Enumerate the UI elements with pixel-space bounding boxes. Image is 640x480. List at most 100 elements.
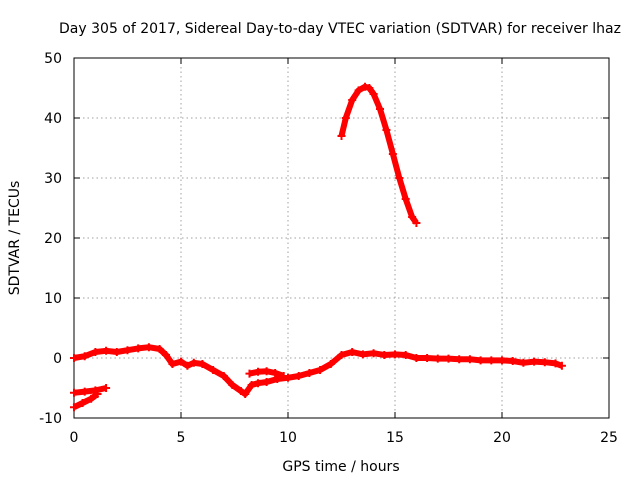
y-tick-label: 50 bbox=[44, 51, 62, 67]
data-point bbox=[80, 352, 89, 361]
x-tick-label: 10 bbox=[279, 430, 297, 446]
series-line-arc bbox=[338, 83, 419, 225]
data-point bbox=[326, 360, 335, 368]
data-point bbox=[382, 126, 391, 134]
y-tick-label: 0 bbox=[53, 351, 62, 367]
ticks-layer: 0 5 10 15 20 25 -10 0 10 20 30 40 50 bbox=[39, 51, 618, 446]
data-point bbox=[423, 354, 432, 362]
data-point bbox=[70, 354, 78, 362]
data-point bbox=[189, 358, 198, 367]
data-point bbox=[365, 84, 374, 92]
data-point bbox=[337, 351, 346, 359]
y-axis-label: SDTVAR / TECUs bbox=[7, 181, 23, 296]
data-point bbox=[245, 369, 254, 378]
data-point bbox=[262, 378, 271, 386]
data-point bbox=[401, 351, 410, 359]
data-point bbox=[519, 358, 528, 367]
data-point bbox=[87, 394, 96, 403]
data-point bbox=[305, 369, 314, 377]
data-point bbox=[348, 96, 357, 104]
data-point bbox=[102, 346, 111, 355]
y-tick-label: -10 bbox=[39, 411, 62, 427]
x-axis-label: GPS time / hours bbox=[282, 459, 399, 475]
data-point bbox=[391, 350, 399, 359]
data-point bbox=[465, 355, 474, 364]
data-point bbox=[102, 384, 111, 392]
series-line-early-low bbox=[73, 385, 107, 396]
data-point bbox=[93, 390, 102, 398]
data-point bbox=[388, 150, 397, 158]
x-tick-label: 20 bbox=[493, 430, 511, 446]
grid-layer bbox=[74, 58, 609, 418]
plot-frame bbox=[73, 57, 610, 419]
data-point bbox=[144, 343, 153, 352]
data-point bbox=[433, 354, 442, 363]
data-point bbox=[341, 114, 350, 122]
data-point bbox=[271, 369, 280, 377]
data-point bbox=[361, 82, 370, 91]
data-point bbox=[70, 388, 78, 397]
data-point bbox=[498, 356, 506, 365]
data-point bbox=[70, 403, 78, 412]
data-point bbox=[168, 360, 177, 368]
x-tick-label: 15 bbox=[386, 430, 404, 446]
x-tick-label: 25 bbox=[600, 430, 618, 446]
data-point bbox=[316, 366, 325, 374]
data-point bbox=[279, 372, 288, 380]
y-tick-label: 20 bbox=[44, 231, 62, 247]
data-point bbox=[444, 354, 453, 363]
y-tick-label: 30 bbox=[44, 171, 62, 187]
data-point bbox=[241, 390, 250, 398]
series-layer bbox=[70, 82, 566, 412]
x-tick-label: 5 bbox=[177, 430, 186, 446]
data-point bbox=[369, 90, 378, 98]
data-point bbox=[236, 387, 245, 395]
chart-title: Day 305 of 2017, Sidereal Day-to-day VTE… bbox=[59, 21, 621, 37]
data-point bbox=[219, 372, 228, 380]
data-point bbox=[395, 174, 404, 182]
data-point bbox=[254, 379, 263, 388]
data-point bbox=[183, 361, 192, 370]
data-point bbox=[348, 348, 357, 356]
data-point bbox=[177, 357, 185, 366]
data-point bbox=[254, 367, 263, 376]
y-tick-label: 40 bbox=[44, 111, 62, 127]
data-point bbox=[162, 351, 171, 359]
data-point bbox=[557, 361, 566, 370]
x-tick-label: 0 bbox=[70, 430, 79, 446]
data-point bbox=[412, 354, 421, 362]
data-point bbox=[209, 366, 218, 374]
data-point bbox=[284, 373, 292, 382]
data-point bbox=[228, 381, 237, 389]
data-point bbox=[91, 348, 100, 356]
data-point bbox=[80, 387, 89, 396]
data-point bbox=[337, 132, 346, 140]
data-point bbox=[401, 195, 410, 203]
data-point bbox=[358, 350, 367, 359]
data-point bbox=[134, 344, 143, 353]
data-point bbox=[540, 358, 549, 367]
data-point bbox=[155, 345, 164, 353]
data-point bbox=[262, 367, 271, 376]
data-point bbox=[476, 356, 485, 365]
data-point bbox=[78, 399, 87, 407]
series-line-early-ramp bbox=[72, 391, 100, 410]
data-point bbox=[508, 357, 517, 365]
data-point bbox=[376, 105, 385, 113]
data-point bbox=[380, 351, 389, 359]
data-point bbox=[198, 360, 207, 368]
y-tick-label: 10 bbox=[44, 291, 62, 307]
data-point bbox=[369, 349, 378, 358]
data-point bbox=[408, 213, 417, 221]
data-point bbox=[123, 346, 132, 355]
data-point bbox=[247, 381, 256, 389]
data-point bbox=[412, 219, 421, 227]
data-point bbox=[551, 359, 560, 368]
data-point bbox=[530, 357, 539, 366]
data-point bbox=[455, 355, 464, 364]
data-point bbox=[487, 356, 496, 365]
data-point bbox=[354, 86, 363, 95]
data-point bbox=[294, 372, 303, 380]
data-point bbox=[112, 348, 121, 356]
